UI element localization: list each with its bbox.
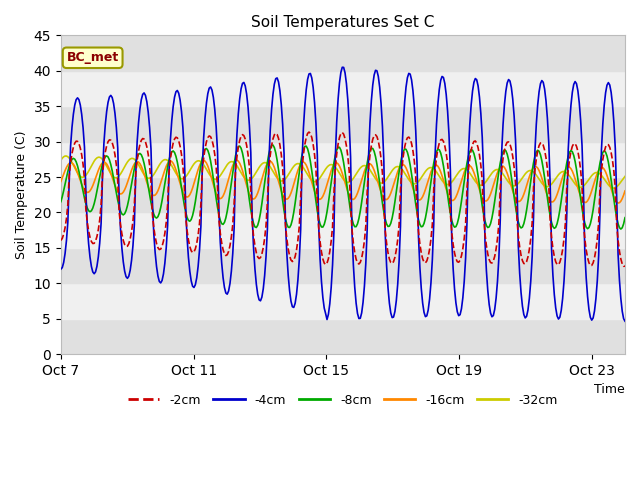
Bar [61, 142, 625, 177]
Bar [61, 106, 625, 142]
X-axis label: Time: Time [595, 384, 625, 396]
Bar [61, 283, 625, 319]
Bar [61, 248, 625, 283]
Y-axis label: Soil Temperature (C): Soil Temperature (C) [15, 131, 28, 259]
Bar [61, 319, 625, 354]
Legend: -2cm, -4cm, -8cm, -16cm, -32cm: -2cm, -4cm, -8cm, -16cm, -32cm [123, 389, 563, 412]
Bar [61, 213, 625, 248]
Bar [61, 36, 625, 71]
Bar [61, 71, 625, 106]
Title: Soil Temperatures Set C: Soil Temperatures Set C [252, 15, 435, 30]
Text: BC_met: BC_met [67, 51, 119, 64]
Bar [61, 177, 625, 213]
